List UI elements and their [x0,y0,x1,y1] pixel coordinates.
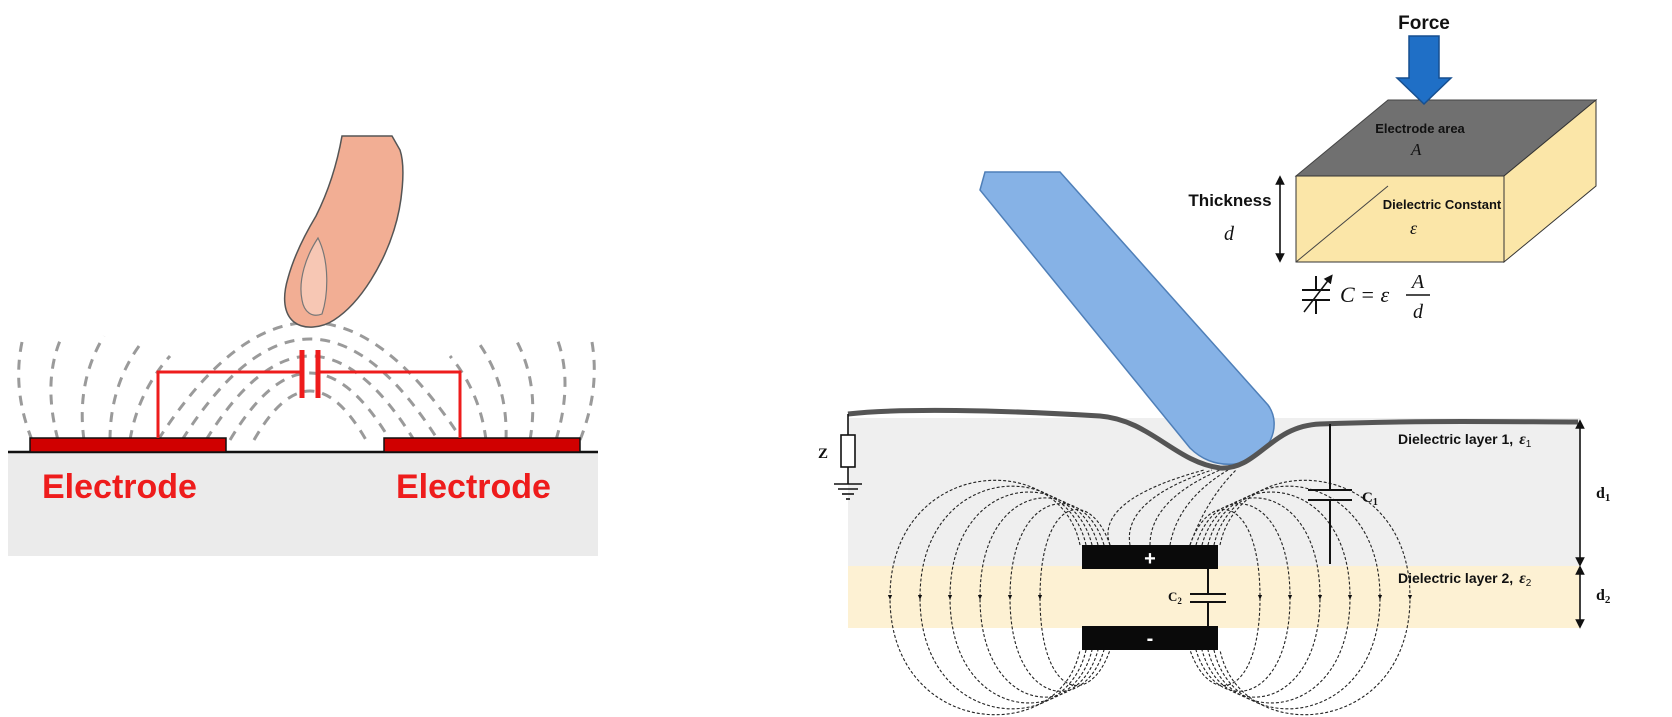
left-electrode [29,437,227,453]
box-diagonal [1295,185,1389,263]
field-line-7 [1207,491,1353,704]
electric-field-lines [887,469,1413,716]
c1-label: C1 [1362,490,1378,508]
negative-plate [1082,626,1218,650]
field-line-0 [1037,508,1111,687]
substrate [8,452,598,556]
field-line-15 [1169,469,1229,546]
ground-icon [834,483,862,500]
positive-plate [1082,545,1218,569]
field-line-12 [1107,469,1205,546]
box-side-face [1503,98,1597,264]
capacitor-c1 [1308,424,1352,564]
field-line-10 [887,479,1081,716]
dielectric-layer-2-label: Dielectric layer 2, ε2 [1398,570,1532,589]
field-line-2 [1007,503,1105,692]
force-label: Force [1398,13,1450,34]
dielectric-layer-2-region [848,566,1580,628]
field-line-11 [1219,479,1413,716]
right-electrode-label: Electrode [396,468,551,506]
right-electrode [383,437,581,453]
field-line-13 [1128,469,1213,546]
formula-denominator: d [1413,301,1424,323]
capacitor-c2 [1190,569,1226,626]
minus-sign: - [1147,628,1154,650]
force-arrow [1395,35,1453,106]
field-line-14 [1149,469,1221,546]
capacitor-circuit [156,350,462,438]
formula-numerator: A [1410,271,1425,293]
dielectric-layer-1-label: Dielectric layer 1, ε1 [1398,431,1532,450]
area-symbol: A [1410,140,1422,159]
variable-capacitor-icon [1302,274,1333,314]
d2-label: d2 [1596,587,1611,606]
parallel-plate-box [1294,98,1598,264]
epsilon-symbol: ε [1410,218,1418,238]
field-line-1 [1189,508,1263,687]
c2-label: C2 [1168,589,1182,606]
right-panel: + - Z C1 [818,13,1611,716]
z-label: Z [818,446,828,462]
electrode-area-label: Electrode area [1375,121,1465,136]
fringe-field-lines [17,321,596,441]
field-line-16 [1189,469,1237,546]
formula-lhs: C = ε [1340,282,1390,307]
dielectric-constant-label: Dielectric Constant [1383,197,1502,212]
thickness-label: Thickness [1188,191,1271,210]
d1-label: d1 [1596,485,1610,504]
field-line-3 [1195,503,1293,692]
impedance-z [840,414,856,484]
box-front-face [1295,175,1505,263]
field-line-6 [947,491,1093,704]
plus-sign: + [1144,548,1156,570]
thickness-symbol: d [1224,223,1235,245]
finger-icon [283,135,404,328]
left-panel: Electrode Electrode [8,135,598,556]
left-electrode-label: Electrode [42,468,197,506]
sensor-top-surface [847,407,1579,471]
